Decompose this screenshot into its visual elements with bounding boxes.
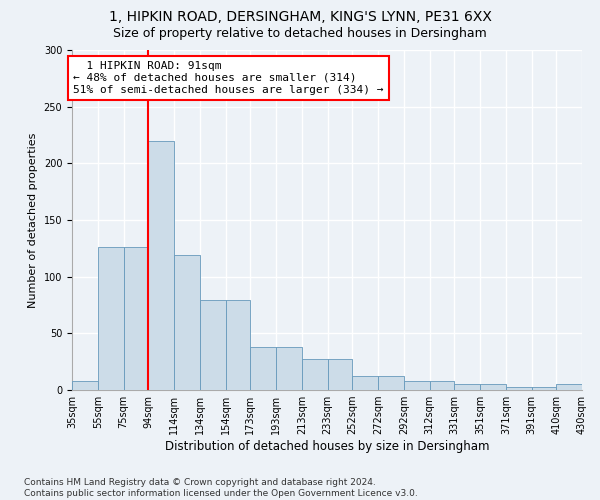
Bar [276,347,302,390]
Bar [430,381,454,390]
Text: 1 HIPKIN ROAD: 91sqm
← 48% of detached houses are smaller (314)
51% of semi-deta: 1 HIPKIN ROAD: 91sqm ← 48% of detached h… [73,62,384,94]
Bar [200,300,226,390]
Bar [174,255,200,390]
Bar [582,389,600,390]
Bar [328,360,352,390]
Bar [124,247,148,390]
Bar [250,347,276,390]
Bar [506,386,532,390]
Y-axis label: Number of detached properties: Number of detached properties [28,132,38,308]
Bar [480,384,506,390]
X-axis label: Distribution of detached houses by size in Dersingham: Distribution of detached houses by size … [165,440,489,453]
Bar [532,386,556,390]
Text: Size of property relative to detached houses in Dersingham: Size of property relative to detached ho… [113,28,487,40]
Bar [378,376,404,390]
Bar [148,140,174,390]
Bar [556,384,582,390]
Bar [226,300,250,390]
Text: 1, HIPKIN ROAD, DERSINGHAM, KING'S LYNN, PE31 6XX: 1, HIPKIN ROAD, DERSINGHAM, KING'S LYNN,… [109,10,491,24]
Bar [72,381,98,390]
Bar [302,360,328,390]
Bar [454,384,480,390]
Bar [98,247,124,390]
Text: Contains HM Land Registry data © Crown copyright and database right 2024.
Contai: Contains HM Land Registry data © Crown c… [24,478,418,498]
Bar [404,381,430,390]
Bar [352,376,378,390]
